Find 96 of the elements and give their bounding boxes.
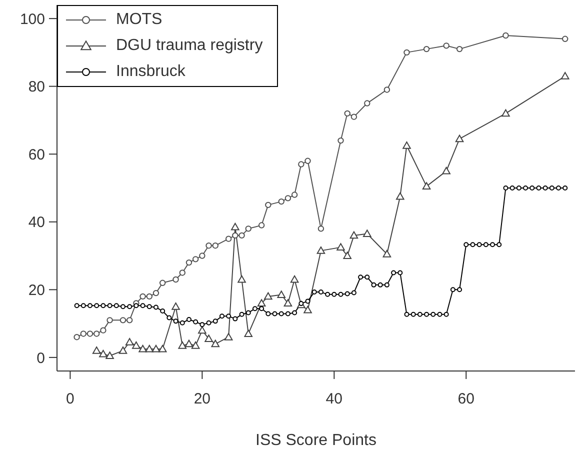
point (86, 330, 94, 337)
point (382, 250, 392, 258)
y-tick-label: 60 (28, 146, 45, 164)
y-tick-label: 20 (28, 282, 45, 299)
point (204, 334, 213, 342)
point (152, 344, 160, 352)
point (290, 275, 299, 283)
point (172, 302, 180, 310)
point (126, 317, 133, 324)
point (192, 256, 199, 262)
point (284, 299, 292, 306)
point (132, 341, 140, 349)
point (257, 299, 266, 306)
point (265, 202, 272, 208)
legend-label: DGU trauma registry (116, 36, 263, 56)
point (344, 110, 350, 117)
point (106, 317, 113, 324)
point (211, 340, 220, 348)
point (338, 137, 344, 144)
point (178, 341, 187, 349)
x-tick-label: 20 (194, 390, 211, 408)
point (138, 344, 147, 352)
point (125, 338, 134, 346)
point (99, 350, 108, 358)
point (100, 327, 106, 334)
legend-label: Innsbruck (116, 62, 186, 82)
point (179, 270, 186, 276)
x-tick-label: 40 (326, 390, 342, 408)
point (184, 340, 194, 348)
point (206, 242, 212, 249)
point (363, 230, 372, 237)
point (93, 330, 100, 337)
x-axis-title: ISS Score Points (256, 432, 376, 449)
point (258, 222, 265, 228)
point (224, 332, 233, 340)
point (304, 158, 311, 164)
point (238, 275, 246, 283)
point (120, 317, 126, 324)
point (158, 344, 167, 352)
point (198, 326, 206, 334)
point (146, 293, 152, 300)
point (402, 142, 411, 149)
point (145, 344, 154, 352)
point (456, 46, 463, 52)
point (191, 341, 200, 349)
point (186, 259, 192, 266)
point (245, 226, 252, 232)
point (384, 86, 390, 93)
point (298, 161, 304, 168)
point (118, 346, 128, 354)
point (316, 246, 326, 254)
point (422, 182, 431, 190)
point (152, 290, 160, 296)
point (364, 100, 370, 106)
point (74, 334, 80, 340)
point (350, 114, 358, 120)
point (291, 192, 298, 198)
point (502, 109, 510, 117)
point (278, 198, 284, 205)
point (455, 134, 464, 142)
y-tick-label: 100 (20, 10, 45, 28)
point (244, 330, 253, 337)
point (172, 276, 179, 283)
x-tick-label: 60 (458, 390, 474, 408)
point (140, 293, 146, 300)
y-tick-label: 40 (28, 214, 45, 232)
point (212, 242, 218, 249)
point (199, 252, 206, 259)
point (562, 36, 568, 42)
point (225, 236, 232, 242)
point (106, 352, 114, 359)
point (396, 192, 404, 200)
point (318, 226, 324, 232)
point (343, 252, 352, 260)
point (423, 46, 430, 52)
point (231, 222, 240, 230)
point (92, 346, 101, 354)
point (277, 290, 286, 298)
point (404, 49, 410, 56)
point (350, 231, 358, 239)
point (304, 306, 312, 314)
point (502, 32, 509, 39)
y-tick-label: 80 (28, 78, 45, 96)
point (442, 166, 450, 174)
point (264, 292, 272, 300)
point (336, 243, 345, 251)
point (238, 232, 245, 239)
y-tick-label: 0 (36, 350, 45, 367)
point (159, 280, 166, 286)
point (443, 42, 450, 49)
legend-label: MOTS (116, 10, 162, 30)
x-tick-label: 0 (66, 390, 74, 408)
point (232, 232, 238, 239)
point (560, 72, 570, 80)
point (284, 195, 292, 202)
point (80, 330, 86, 337)
